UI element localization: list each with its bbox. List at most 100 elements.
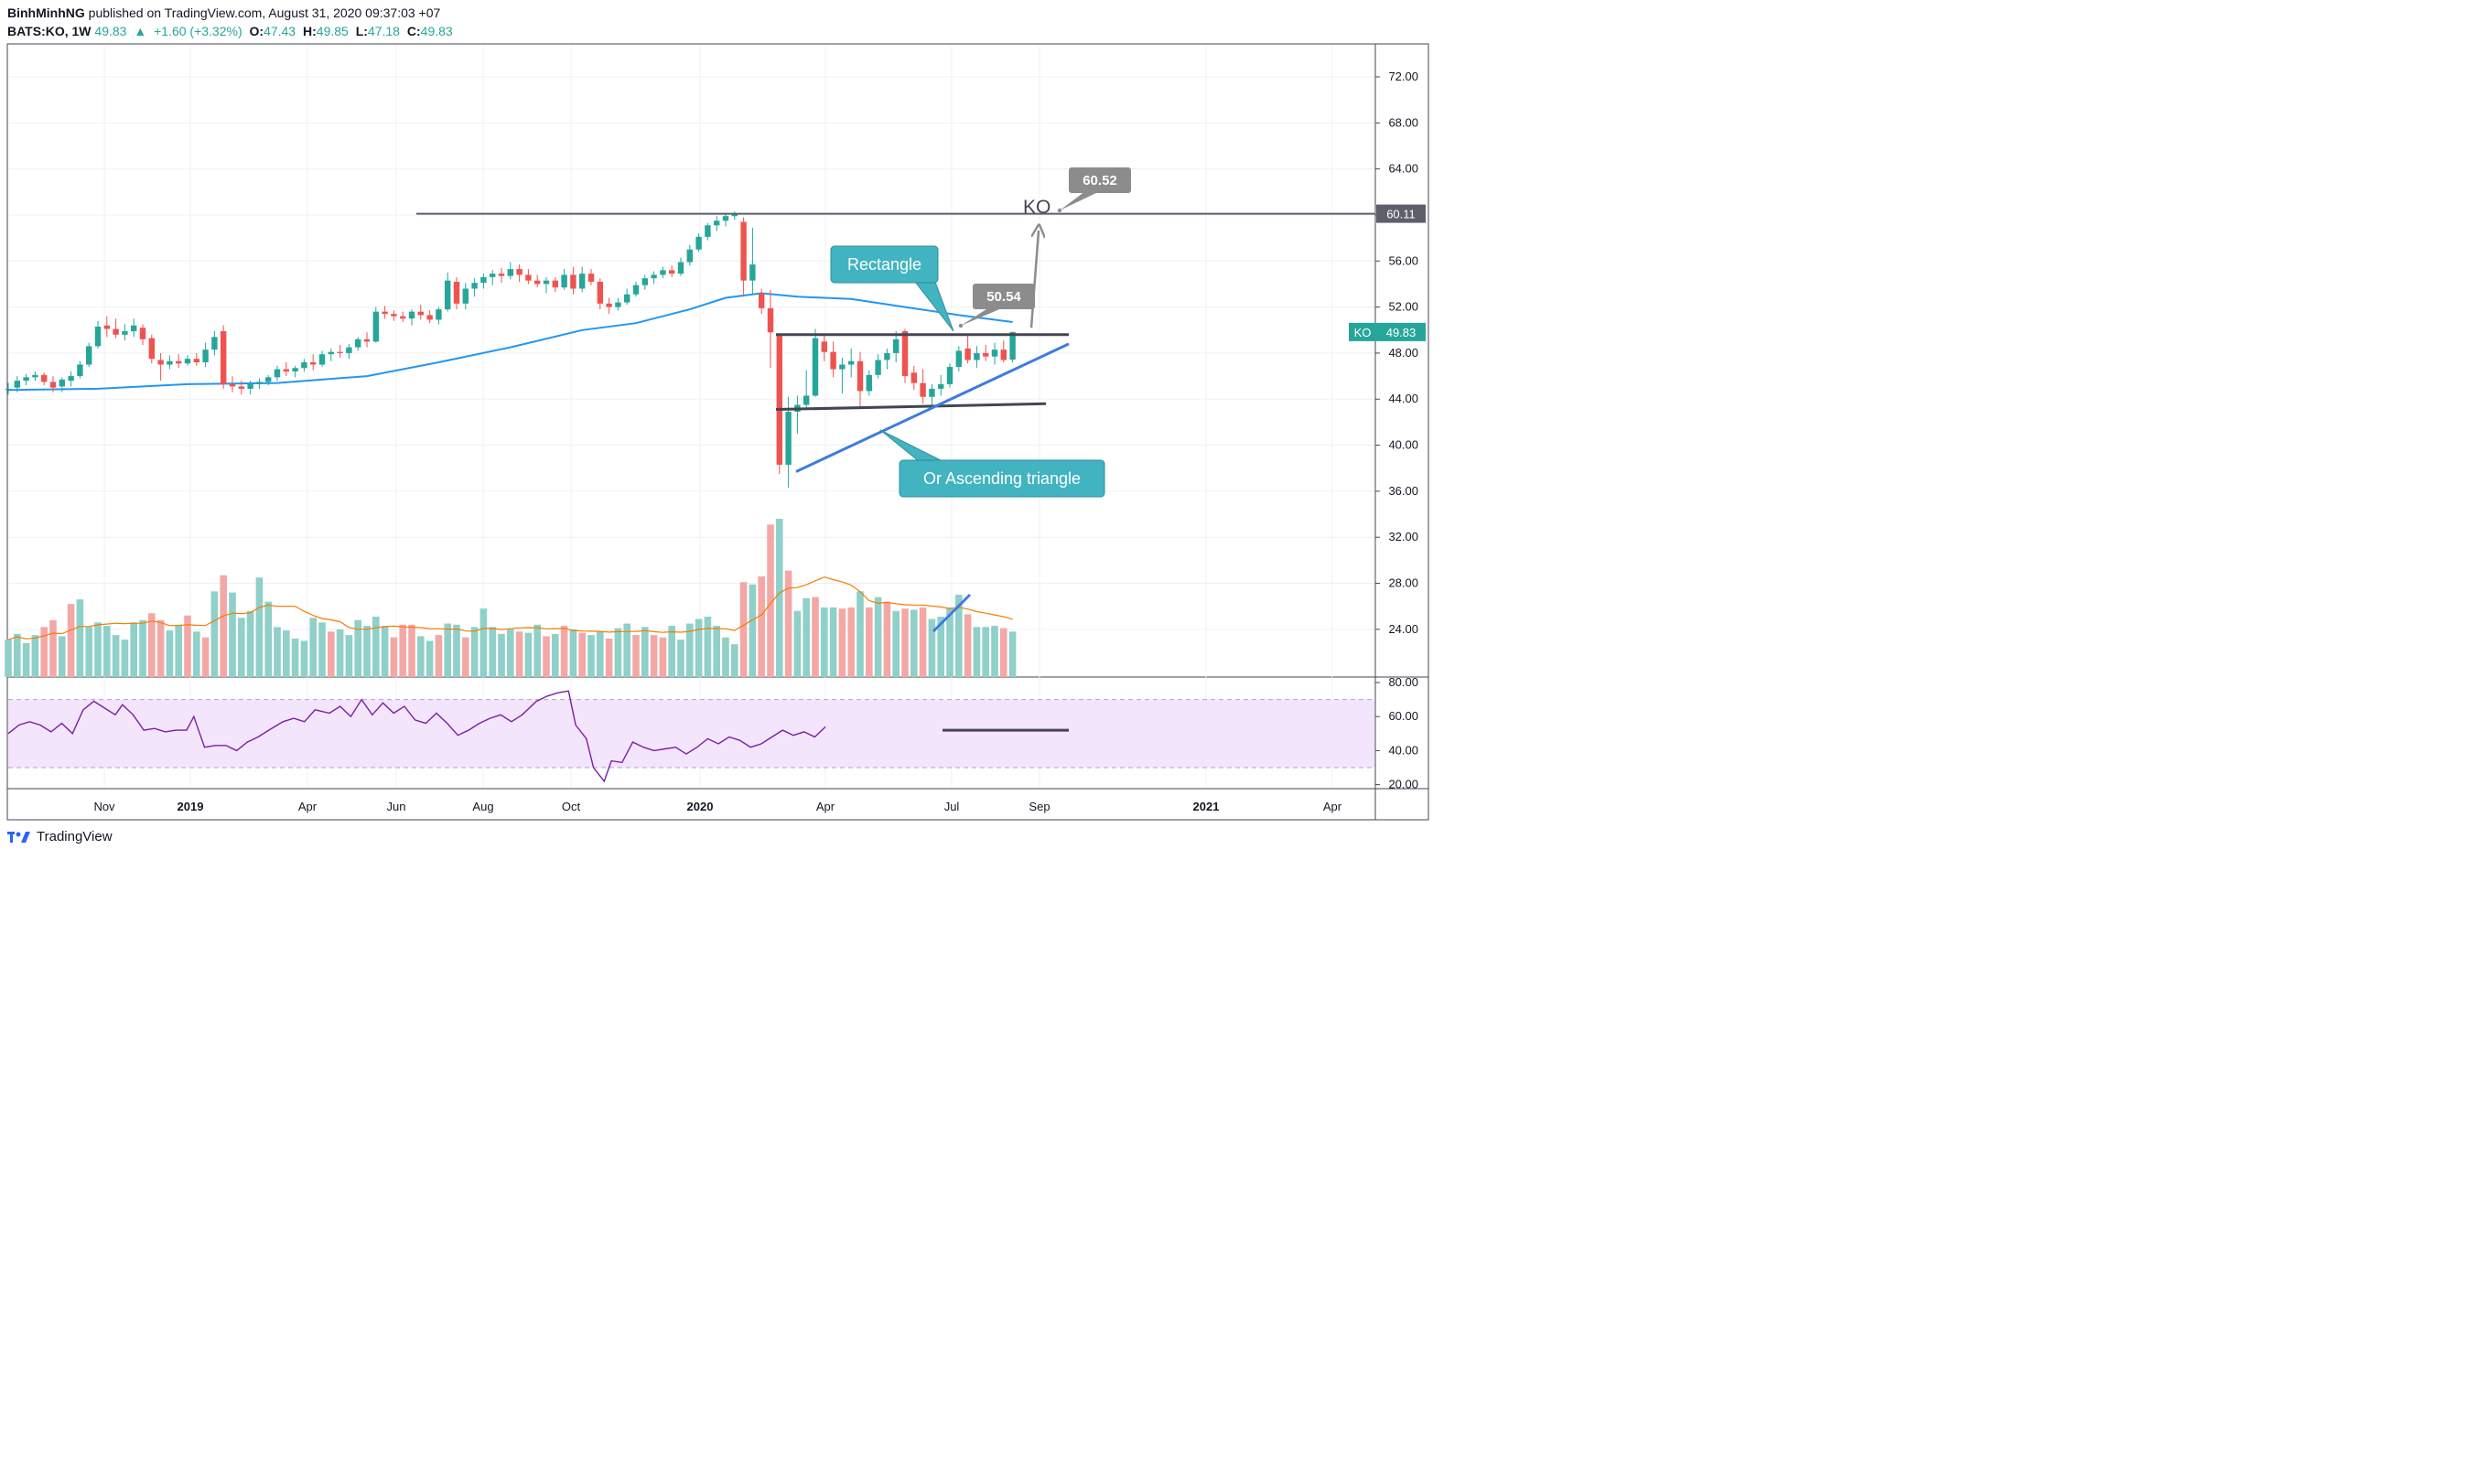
candle	[426, 310, 433, 324]
candle	[274, 365, 281, 382]
candle	[570, 266, 576, 295]
candle	[857, 351, 864, 409]
candle	[632, 281, 640, 297]
candle	[113, 318, 119, 339]
volume-ma-line	[7, 576, 1013, 640]
candle-body	[641, 278, 648, 285]
volume-bar	[919, 607, 927, 677]
volume-bar	[793, 610, 802, 677]
candle-body	[1000, 349, 1007, 360]
candle	[1009, 331, 1016, 363]
candle	[910, 365, 917, 391]
volume-bar	[103, 626, 111, 677]
candle-body	[714, 220, 720, 226]
volume-bar	[417, 636, 425, 677]
time-tick-label: Apr	[816, 800, 835, 813]
label-text: 50.54	[986, 289, 1021, 305]
volume-trendline	[932, 593, 972, 633]
candle-body	[256, 382, 263, 384]
volume-bar	[489, 627, 496, 677]
volume-bar	[426, 640, 434, 677]
volume-bar	[614, 628, 622, 677]
price-axis: 72.0068.0064.0060.0056.0052.0048.0044.00…	[1375, 70, 1418, 636]
candle-body	[265, 377, 272, 382]
volume-bar	[668, 626, 675, 677]
volume-bar	[507, 629, 514, 677]
candle	[32, 371, 38, 382]
candle-body	[964, 348, 971, 360]
candle-body	[955, 350, 962, 368]
rectangle-bottom-line	[775, 402, 1047, 412]
candle-body	[839, 364, 846, 370]
time-tick-label: Apr	[298, 800, 318, 813]
candle-body	[445, 280, 451, 310]
volume-bar	[328, 631, 335, 677]
volume-bar	[686, 623, 694, 677]
candle	[445, 272, 451, 312]
candle	[301, 359, 307, 372]
volume-bar	[982, 627, 989, 677]
time-tick-label: 2019	[178, 800, 204, 813]
candle-body	[785, 412, 792, 465]
publisher-name[interactable]: BinhMinhNG	[7, 5, 85, 20]
candle-body	[660, 270, 666, 275]
rsi-band	[8, 699, 1374, 769]
candle	[767, 289, 774, 369]
candle	[122, 324, 128, 341]
rsi-band-fill	[8, 699, 1374, 768]
candle-body	[587, 274, 595, 282]
volume-bar	[901, 608, 909, 677]
candle	[176, 354, 182, 369]
last-price: 49.83	[94, 24, 127, 38]
volume-bar	[121, 640, 129, 677]
volume-bar	[749, 584, 757, 677]
candle	[391, 310, 397, 321]
close-label: C:	[406, 24, 421, 38]
price-tick-label: 28.00	[1388, 576, 1418, 590]
candle-body	[176, 360, 182, 364]
rsi-line	[7, 690, 826, 783]
candle	[238, 381, 244, 395]
candle	[812, 328, 819, 397]
volume-bar	[883, 601, 891, 677]
volume-bar	[955, 595, 963, 677]
candle-body	[884, 352, 890, 360]
volume-bar	[300, 640, 308, 677]
candle-body	[184, 359, 191, 364]
price-chart[interactable]: 72.00 68.00 64.00 60.00 56.00 52.00 48.00 44.00…	[0, 0, 1435, 859]
volume-bar	[85, 627, 92, 677]
candle-body	[705, 225, 711, 237]
candle-body	[983, 352, 989, 357]
candle-body	[974, 352, 980, 360]
candle	[641, 274, 648, 290]
candle-body	[382, 311, 388, 315]
candle	[776, 336, 782, 475]
volume-bar	[255, 577, 264, 677]
time-tick-label: Apr	[1323, 800, 1342, 813]
brand-name[interactable]: TradingView	[37, 829, 113, 844]
candle-body	[122, 331, 128, 335]
candle	[946, 363, 953, 388]
ko-label: KO	[1023, 197, 1050, 218]
candle	[229, 376, 236, 393]
candle	[355, 337, 361, 351]
tag-box	[1376, 204, 1426, 223]
volume-bar	[641, 627, 649, 677]
candle-body	[624, 294, 630, 303]
price-tick-label: 72.00	[1388, 70, 1418, 83]
candle	[328, 348, 334, 361]
candle-body	[543, 280, 550, 285]
candle-body	[372, 311, 379, 342]
symbol-interval[interactable]: BATS:KO, 1W	[7, 24, 92, 38]
candle-body	[59, 379, 65, 387]
volume-bar	[829, 607, 837, 677]
candle-body	[157, 360, 164, 365]
label-anchor-dot	[958, 323, 964, 328]
volume-bar	[515, 631, 523, 677]
candle	[1000, 340, 1007, 362]
candle	[507, 262, 513, 280]
volume-bar	[166, 630, 174, 677]
callout-rect	[830, 245, 939, 284]
volume-bar	[560, 626, 568, 677]
candle-body	[86, 346, 92, 365]
